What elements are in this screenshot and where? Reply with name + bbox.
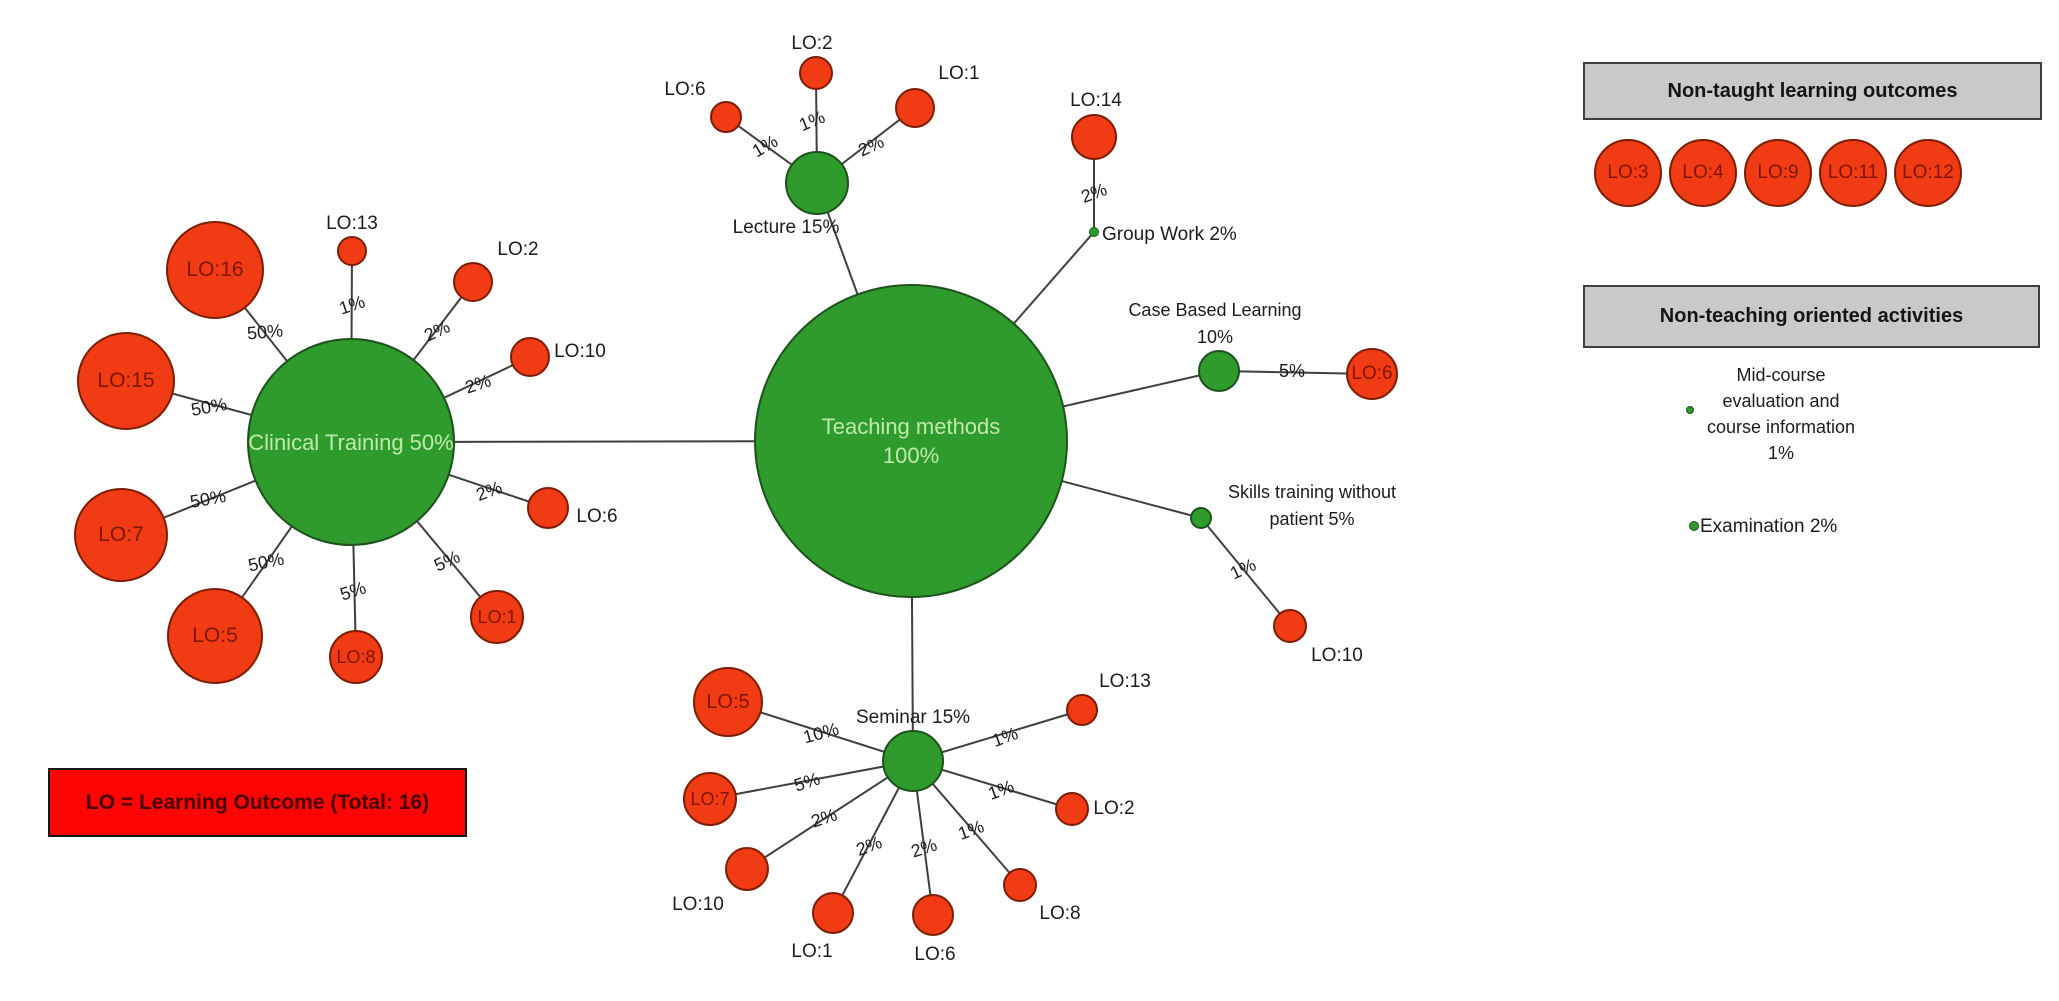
- lo2-clinical-label: LO:2: [497, 239, 539, 260]
- node-lo2-clinical: [453, 262, 493, 302]
- node-lo6-case-based: LO:6: [1346, 348, 1398, 400]
- node-lo10-seminar: [725, 847, 769, 891]
- lo1-seminar-label: LO:1: [791, 941, 833, 962]
- non-teaching-title-box: Non-teaching oriented activities: [1583, 285, 2040, 348]
- pct-clinical-lo16: 50%: [246, 320, 284, 344]
- node-lo14-group-work: [1071, 114, 1117, 160]
- lo4-label: LO:4: [1682, 162, 1724, 183]
- lo1-lecture-label: LO:1: [938, 63, 980, 84]
- node-lo8-seminar: [1003, 868, 1037, 902]
- node-lo8-clinical: LO:8: [329, 630, 383, 684]
- seminar-label: Seminar 15%: [855, 707, 971, 728]
- lo6-seminar-label: LO:6: [914, 944, 956, 965]
- lo2-lecture-label: LO:2: [791, 33, 833, 54]
- non-taught-title: Non-taught learning outcomes: [1667, 79, 1958, 102]
- node-lo16-clinical: LO:16: [166, 221, 264, 319]
- node-lo5-seminar: LO:5: [693, 667, 763, 737]
- node-lo7-seminar: LO:7: [683, 772, 737, 826]
- node-lo10-skills: [1273, 609, 1307, 643]
- lo7-seminar-label: LO:7: [690, 788, 730, 809]
- node-lo11-legend: LO:11: [1819, 139, 1887, 207]
- node-lo1-clinical: LO:1: [470, 590, 524, 644]
- node-group-work: [1089, 227, 1099, 237]
- node-lo4-legend: LO:4: [1669, 139, 1737, 207]
- node-lecture: [785, 151, 849, 215]
- node-lo6-lecture: [710, 101, 742, 133]
- lo7-label: LO:7: [98, 523, 144, 546]
- node-lo15-clinical: LO:15: [77, 332, 175, 430]
- node-lo12-legend: LO:12: [1894, 139, 1962, 207]
- lo14-label: LO:14: [1070, 90, 1122, 111]
- lo16-label: LO:16: [186, 258, 244, 281]
- note-box: LO = Learning Outcome (Total: 16): [48, 768, 467, 837]
- lo13-clinical-label: LO:13: [326, 213, 378, 234]
- group-work-label: Group Work 2%: [1102, 224, 1237, 245]
- node-lo9-legend: LO:9: [1744, 139, 1812, 207]
- examination-label: Examination 2%: [1700, 516, 1838, 537]
- skills-training-label: Skills training without patient 5%: [1228, 479, 1396, 533]
- edge: [1200, 517, 1291, 627]
- examination-dot: [1689, 521, 1699, 531]
- lo6-case-label: LO:6: [1351, 363, 1393, 384]
- mid-course-line1: Mid-course: [1736, 365, 1826, 385]
- node-lo6-seminar: [912, 894, 954, 936]
- node-lo5-clinical: LO:5: [167, 588, 263, 684]
- node-lo2-lecture: [799, 56, 833, 90]
- node-case-based-learning: [1198, 350, 1240, 392]
- teaching-methods-label-line2: 100%: [882, 443, 940, 468]
- case-based-learning-label: Case Based Learning 10%: [1128, 297, 1301, 351]
- case-based-label-line2: 10%: [1196, 327, 1234, 347]
- lecture-label: Lecture 15%: [732, 217, 840, 238]
- node-lo2-seminar: [1055, 792, 1089, 826]
- mid-course-dot: [1686, 406, 1694, 414]
- skills-label-line1: Skills training without: [1227, 482, 1397, 502]
- node-clinical-training: Clinical Training 50%: [247, 338, 455, 546]
- mid-course-label: Mid-course evaluation and course informa…: [1707, 362, 1855, 466]
- node-lo10-clinical: [510, 337, 550, 377]
- lo12-label: LO:12: [1902, 162, 1954, 183]
- node-teaching-methods: Teaching methods 100%: [754, 284, 1068, 598]
- node-lo1-lecture: [895, 88, 935, 128]
- lo2-seminar-label: LO:2: [1093, 798, 1135, 819]
- lo5-seminar-label: LO:5: [706, 690, 750, 713]
- lo1-clinical-label: LO:1: [477, 606, 517, 627]
- node-lo13-clinical: [337, 236, 367, 266]
- lo11-label: LO:11: [1827, 162, 1879, 183]
- mid-course-line4: 1%: [1767, 443, 1795, 463]
- node-lo7-clinical: LO:7: [74, 488, 168, 582]
- node-lo3-legend: LO:3: [1594, 139, 1662, 207]
- edge: [746, 760, 914, 870]
- lo15-label: LO:15: [97, 369, 155, 392]
- node-seminar: [882, 730, 944, 792]
- mid-course-line2: evaluation and: [1722, 391, 1840, 411]
- node-lo1-seminar: [812, 892, 854, 934]
- lo6-lecture-label: LO:6: [664, 79, 706, 100]
- lo10-seminar-label: LO:10: [672, 894, 724, 915]
- case-based-label-line1: Case Based Learning: [1128, 300, 1302, 320]
- clinical-training-label: Clinical Training 50%: [248, 429, 454, 455]
- node-lo6-clinical: [527, 487, 569, 529]
- edge: [709, 760, 914, 800]
- lo3-label: LO:3: [1607, 162, 1649, 183]
- lo10-clinical-label: LO:10: [554, 341, 606, 362]
- teaching-methods-label: Teaching methods 100%: [822, 412, 1001, 470]
- lo8-seminar-label: LO:8: [1039, 903, 1081, 924]
- lo6-clinical-label: LO:6: [576, 506, 618, 527]
- mid-course-line3: course information: [1706, 417, 1856, 437]
- lo13-seminar-label: LO:13: [1099, 671, 1151, 692]
- node-skills-training: [1190, 507, 1212, 529]
- pct-case-lo6: 5%: [1278, 361, 1306, 381]
- lo8-clinical-label: LO:8: [336, 646, 376, 667]
- node-lo13-seminar: [1066, 694, 1098, 726]
- note-box-label: LO = Learning Outcome (Total: 16): [85, 790, 430, 814]
- skills-label-line2: patient 5%: [1269, 509, 1355, 529]
- lo9-label: LO:9: [1757, 162, 1799, 183]
- lo5-label: LO:5: [192, 624, 238, 647]
- non-taught-title-box: Non-taught learning outcomes: [1583, 62, 2042, 120]
- lo10-skills-label: LO:10: [1311, 645, 1363, 666]
- non-teaching-title: Non-teaching oriented activities: [1659, 305, 1964, 327]
- teaching-methods-label-line1: Teaching methods: [821, 414, 1001, 439]
